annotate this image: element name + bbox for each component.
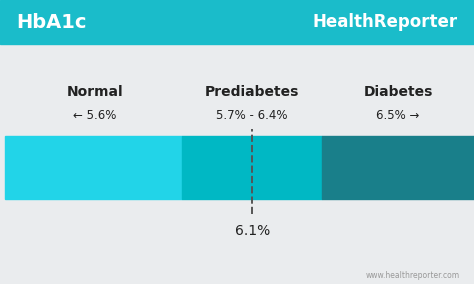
Bar: [322, 136, 474, 199]
Text: Prediabetes: Prediabetes: [205, 85, 300, 99]
Text: HbA1c: HbA1c: [17, 12, 87, 32]
Text: 5.7% - 6.4%: 5.7% - 6.4%: [217, 108, 288, 122]
Bar: [5, 136, 182, 199]
Text: www.healthreporter.com: www.healthreporter.com: [365, 271, 460, 280]
Text: 6.1%: 6.1%: [235, 224, 270, 239]
Bar: [182, 136, 322, 199]
Text: 6.5% →: 6.5% →: [376, 108, 420, 122]
Bar: [0, 0, 474, 44]
Text: HealthReporter: HealthReporter: [312, 13, 457, 31]
Text: Normal: Normal: [66, 85, 123, 99]
Text: Diabetes: Diabetes: [364, 85, 433, 99]
Text: ← 5.6%: ← 5.6%: [73, 108, 117, 122]
